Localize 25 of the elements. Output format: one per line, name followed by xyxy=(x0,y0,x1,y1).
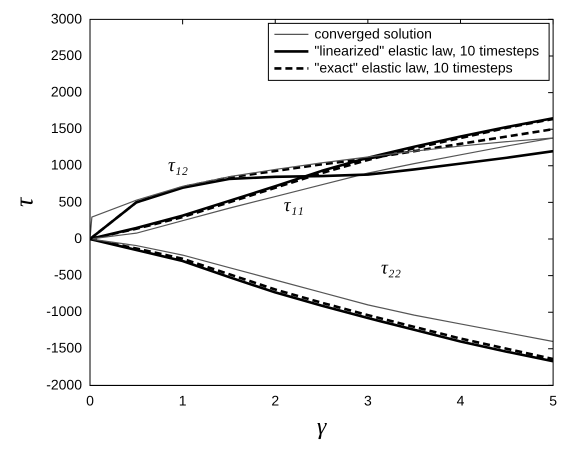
y-axis-title: τ xyxy=(9,196,38,208)
x-tick-label: 1 xyxy=(178,392,187,409)
y-tick-label: 1500 xyxy=(50,120,82,136)
y-tick-label: 0 xyxy=(74,230,82,246)
x-tick-label: 4 xyxy=(456,392,465,409)
annotation: τ₁₁ xyxy=(284,195,304,216)
annotation: τ₁₂ xyxy=(168,154,188,176)
x-tick-label: 3 xyxy=(364,392,372,409)
y-tick-label: -500 xyxy=(54,266,82,282)
y-tick-label: 1000 xyxy=(50,156,82,173)
x-axis-title: γ xyxy=(316,414,327,440)
y-tick-label: -1500 xyxy=(46,340,82,356)
y-tick-label: -2000 xyxy=(46,376,82,392)
y-tick-label: 2000 xyxy=(50,83,82,100)
annotation: τ₂₂ xyxy=(381,257,402,278)
x-tick-label: 5 xyxy=(549,392,558,409)
legend-label: converged solution xyxy=(314,25,432,42)
y-tick-label: 3000 xyxy=(50,10,82,26)
y-tick-label: 2500 xyxy=(50,46,82,63)
y-tick-label: -1000 xyxy=(46,303,82,320)
legend-label: "exact" elastic law, 10 timesteps xyxy=(314,59,513,76)
legend-label: "linearized" elastic law, 10 timesteps xyxy=(314,42,540,58)
y-tick-label: 500 xyxy=(58,193,82,210)
x-tick-label: 0 xyxy=(86,392,94,409)
x-tick-label: 2 xyxy=(271,392,280,409)
